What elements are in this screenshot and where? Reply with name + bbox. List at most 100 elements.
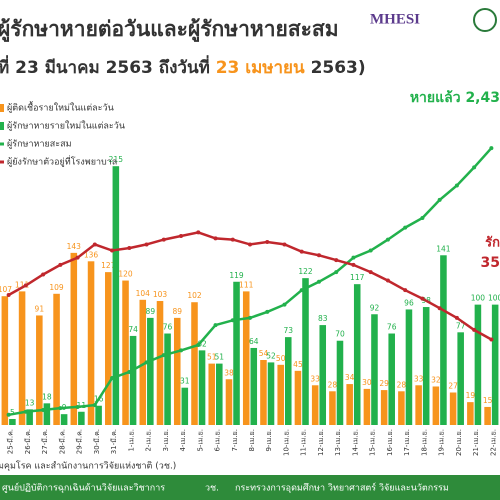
line-marker — [6, 412, 11, 417]
x-tick-label: 26-มี.ค. — [24, 429, 32, 454]
line-marker — [144, 360, 149, 365]
bar — [398, 391, 405, 425]
line-marker — [41, 272, 46, 277]
bar — [302, 278, 309, 425]
line-marker — [92, 242, 97, 247]
line-marker — [489, 146, 494, 151]
value-label: 62 — [197, 339, 207, 348]
line-marker — [6, 293, 11, 297]
x-tick-label: 17-เม.ย. — [403, 429, 411, 456]
line-marker — [127, 370, 132, 375]
value-label: 33 — [310, 374, 320, 383]
bar — [242, 291, 250, 425]
logo-box — [368, 8, 464, 38]
bar — [329, 391, 336, 425]
bar — [260, 360, 267, 425]
subtitle-part: 2563) — [311, 58, 366, 78]
x-tick-label: 27-มี.ค. — [41, 429, 49, 454]
value-label: 215 — [109, 155, 124, 164]
bar — [491, 304, 499, 425]
legend-label: ผู้ติดเชื้อรายใหม่ในแต่ละวัน — [7, 101, 114, 114]
line-marker — [92, 403, 97, 408]
bar — [191, 302, 198, 425]
bar — [95, 405, 102, 425]
bar — [105, 272, 112, 425]
bar — [284, 337, 292, 425]
line-marker — [248, 315, 252, 320]
subtitle-part: ที่ 23 มีนาคม 2563 ถึงวันที่ — [0, 55, 210, 78]
x-tick-label: 28-มี.ค. — [58, 429, 66, 454]
value-label: 117 — [350, 273, 365, 282]
value-label: 30 — [362, 378, 372, 387]
annotation: หายแล้ว 2,43 — [410, 90, 500, 106]
x-tick-label: 2-เม.ย. — [145, 429, 153, 452]
bar — [156, 301, 164, 425]
x-tick-label: 6-เม.ย. — [214, 429, 222, 452]
value-label: 76 — [387, 323, 397, 332]
line-marker — [299, 288, 304, 293]
value-label: 111 — [239, 280, 254, 289]
bar — [319, 325, 327, 425]
line-marker — [41, 407, 46, 412]
line-marker — [368, 270, 373, 275]
bar — [371, 314, 378, 425]
logo-emblem — [473, 8, 497, 32]
x-tick-label: 30-มี.ค. — [93, 429, 101, 454]
line-marker — [454, 315, 459, 320]
bar — [405, 309, 413, 425]
logo: MHESI — [370, 11, 420, 27]
bar — [449, 392, 457, 425]
line-marker — [161, 353, 166, 358]
x-tick-label: 11-เม.ย. — [300, 429, 308, 456]
x-tick-label: 16-เม.ย. — [386, 429, 394, 456]
x-tick-label: 8-เม.ย. — [248, 429, 256, 452]
value-label: 77 — [456, 321, 466, 330]
legend-swatch — [0, 104, 4, 112]
value-label: 50 — [276, 354, 286, 363]
line-marker — [230, 318, 235, 323]
bar — [60, 414, 68, 425]
x-tick-label: 18-เม.ย. — [420, 429, 428, 456]
bar — [467, 402, 474, 425]
bar — [53, 293, 60, 425]
line-marker — [179, 234, 184, 239]
value-label: 103 — [153, 290, 168, 299]
legend-label: ผู้ยังรักษาตัวอยู่ที่โรงพยาบาล — [7, 155, 117, 168]
bar — [432, 386, 440, 425]
value-label: 120 — [118, 270, 133, 279]
bar — [78, 411, 85, 425]
annotation: รัก — [485, 236, 500, 251]
line-marker — [127, 246, 132, 251]
bar — [336, 340, 344, 425]
value-label: 127 — [101, 261, 116, 270]
value-label: 100 — [471, 294, 486, 303]
value-label: 119 — [229, 271, 244, 280]
title: ผู้รักษาหายต่อวันและผู้รักษาหายสะสม — [0, 17, 339, 43]
x-tick-label: 15-เม.ย. — [369, 429, 377, 456]
line-marker — [75, 255, 80, 260]
x-tick-label: 10-เม.ย. — [282, 429, 290, 456]
value-label: 111 — [15, 280, 30, 289]
bar — [122, 280, 129, 425]
footer-text: ศูนย์ปฏิบัติการฉุกเฉินด้านวิจัยและวิชากา… — [2, 482, 165, 494]
bar — [26, 409, 33, 425]
line-marker — [351, 262, 356, 267]
line-marker — [248, 242, 252, 247]
bar — [173, 317, 181, 425]
bar — [267, 362, 275, 425]
x-tick-label: 31-มี.ค. — [110, 429, 118, 454]
legend-swatch — [0, 122, 4, 130]
x-tick-label: 22-เม.ย. — [489, 429, 497, 456]
value-label: 18 — [42, 392, 52, 401]
x-tick-label: 7-เม.ย. — [231, 429, 239, 452]
x-tick-label: 1-เม.ย. — [127, 429, 135, 452]
line-marker — [351, 255, 356, 260]
line-marker — [196, 230, 201, 235]
value-label: 15 — [483, 396, 493, 405]
line-marker — [316, 279, 321, 284]
value-label: 19 — [466, 391, 476, 400]
x-tick-label: 3-เม.ย. — [162, 429, 170, 452]
value-label: 45 — [293, 360, 303, 369]
x-tick-label: 4-เม.ย. — [179, 429, 187, 452]
bar — [43, 403, 51, 425]
